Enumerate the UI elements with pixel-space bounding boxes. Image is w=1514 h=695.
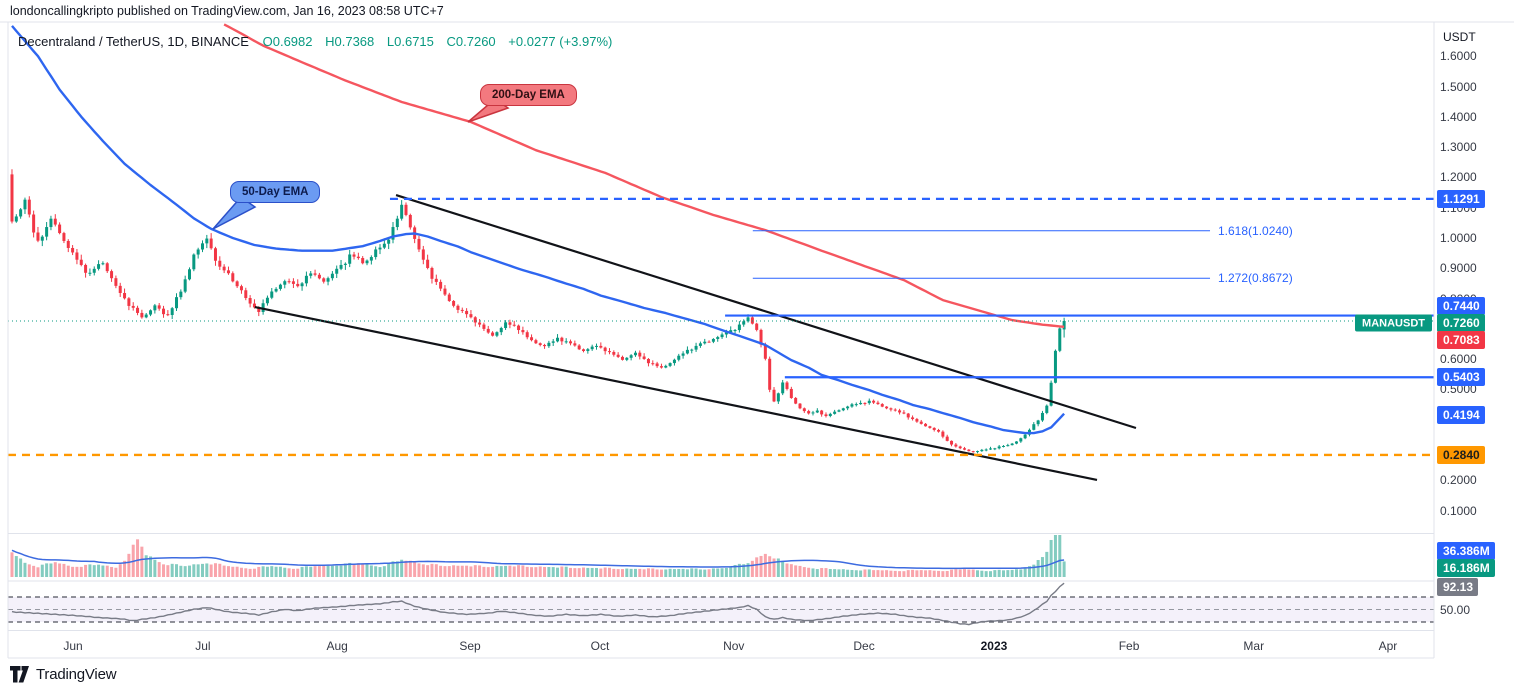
time-tick-Dec: Dec [853, 639, 875, 653]
volume-series[interactable] [10, 535, 1066, 577]
price-axis-currency-label: USDT [1443, 30, 1476, 44]
price-tick: 1.4000 [1440, 109, 1477, 124]
price-label-0.7083: 0.7083 [1437, 331, 1485, 349]
tradingview-logo [10, 666, 29, 683]
chart-legend[interactable]: Decentraland / TetherUS, 1D, BINANCE O0.… [18, 34, 621, 49]
price-label-0.5403: 0.5403 [1437, 368, 1485, 386]
rsi-tick-50: 50.00 [1440, 602, 1471, 617]
price-label-0.7440: 0.7440 [1437, 297, 1485, 315]
price-tick: 1.6000 [1440, 49, 1477, 64]
legend-symbol-title: Decentraland / TetherUS, 1D, BINANCE [18, 34, 249, 49]
time-tick-Jul: Jul [195, 639, 211, 653]
legend-low: L0.6715 [386, 34, 434, 49]
volume-ma-label: 36.386M [1437, 542, 1495, 560]
time-tick-Jun: Jun [63, 639, 83, 653]
time-tick-Mar: Mar [1243, 639, 1265, 653]
ema-50-line[interactable] [11, 25, 1065, 435]
price-label-0.4194: 0.4194 [1437, 406, 1485, 424]
price-tick: 0.2000 [1440, 473, 1477, 488]
ema200-callout[interactable]: 200-Day EMA [480, 84, 577, 106]
tradingview-watermark[interactable]: TradingView [10, 666, 117, 683]
time-tick-Apr: Apr [1378, 639, 1398, 653]
price-label-0.2840: 0.2840 [1437, 446, 1485, 464]
volume-label: 16.186M [1437, 559, 1495, 577]
price-tick: 1.3000 [1440, 140, 1477, 155]
trendline-upper[interactable] [395, 194, 1137, 430]
price-tick: 0.1000 [1440, 503, 1477, 518]
time-tick-2023: 2023 [980, 639, 1008, 653]
rsi-value-label: 92.13 [1437, 578, 1479, 596]
price-label-current: 0.7260 [1437, 314, 1485, 332]
volume-ma-line[interactable] [11, 549, 1065, 570]
callout-tails[interactable] [212, 98, 510, 230]
price-tick: 1.0000 [1440, 231, 1477, 245]
fib-extension[interactable] [752, 230, 1211, 279]
candles-series[interactable] [10, 169, 1066, 454]
legend-change: +0.0277 (+3.97%) [508, 34, 613, 49]
time-tick-Oct: Oct [590, 639, 610, 653]
price-tick: 1.2000 [1440, 170, 1477, 185]
legend-high: H0.7368 [325, 34, 375, 49]
legend-close: C0.7260 [446, 34, 496, 49]
trendline-lower[interactable] [254, 305, 1098, 482]
rsi-line[interactable] [11, 582, 1065, 626]
ema50-callout[interactable]: 50-Day EMA [230, 181, 321, 203]
symbol-price-badge: MANAUSDT [1355, 314, 1432, 332]
fib-level-label: 1.618(1.0240) [1218, 223, 1293, 238]
time-tick-Nov: Nov [723, 639, 745, 653]
price-label-1.1291: 1.1291 [1437, 190, 1485, 208]
time-tick-Aug: Aug [326, 639, 348, 653]
price-tick: 1.5000 [1440, 79, 1477, 94]
attribution-text: londoncallingkripto published on Trading… [10, 4, 444, 18]
attribution-bar: londoncallingkripto published on Trading… [0, 0, 1514, 22]
watermark-text: TradingView [36, 666, 117, 683]
price-tick: 0.9000 [1440, 261, 1477, 276]
time-tick-Sep: Sep [459, 639, 481, 653]
pane-separators[interactable] [0, 21, 1514, 659]
ema-200-line[interactable] [223, 23, 1065, 328]
fib-level-label: 1.272(0.8672) [1218, 271, 1293, 286]
legend-open: O0.6982 [262, 34, 313, 49]
time-tick-Feb: Feb [1118, 639, 1140, 653]
price-tick: 0.6000 [1440, 352, 1477, 367]
